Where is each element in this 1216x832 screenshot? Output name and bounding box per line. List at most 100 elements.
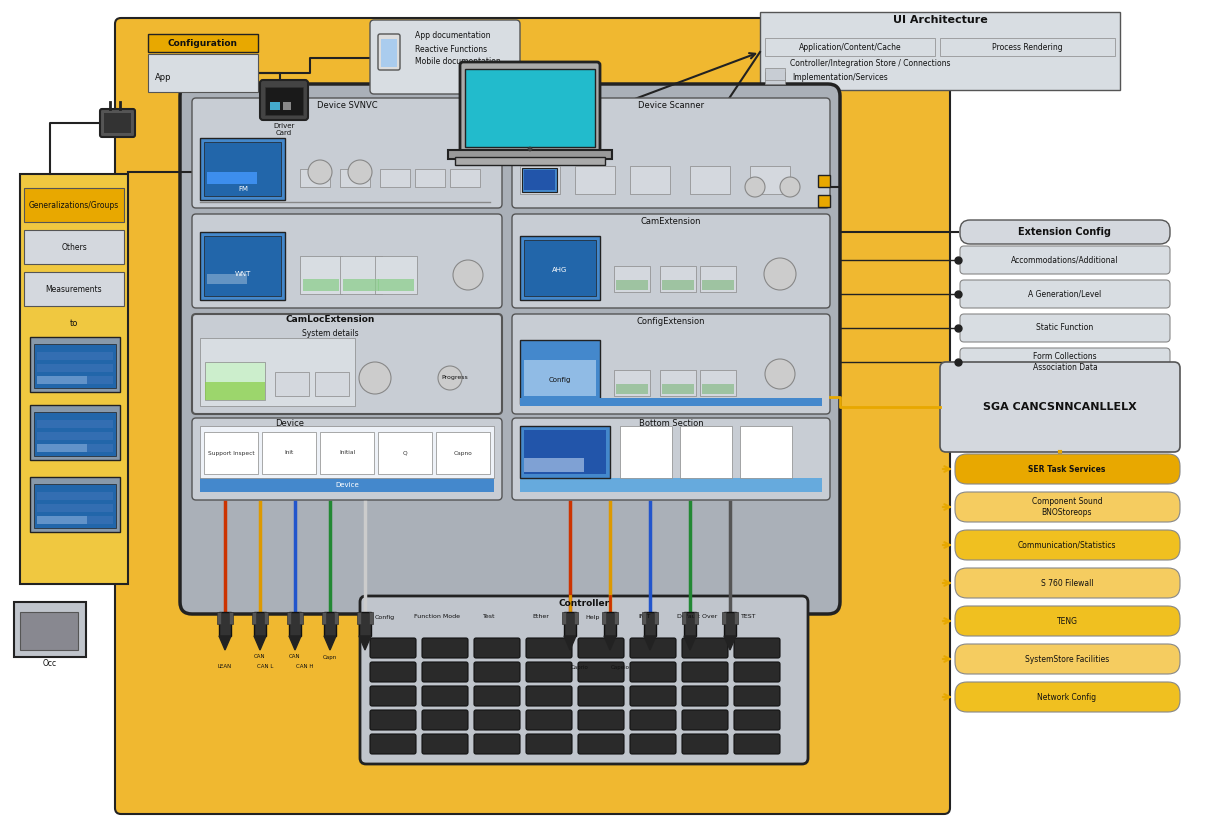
Bar	[760, 12, 1120, 90]
Text: SER Task Services: SER Task Services	[1029, 464, 1105, 473]
Bar	[368, 612, 373, 624]
Bar	[275, 372, 309, 396]
Bar	[614, 370, 651, 396]
Bar	[450, 169, 480, 187]
FancyBboxPatch shape	[682, 710, 728, 730]
Text: CAN: CAN	[254, 655, 266, 660]
Text: Occ: Occ	[43, 660, 57, 668]
Text: Reactive Functions: Reactive Functions	[415, 44, 488, 53]
FancyBboxPatch shape	[959, 246, 1170, 274]
Bar	[219, 612, 231, 636]
Bar	[36, 516, 88, 524]
Bar	[644, 612, 655, 636]
Bar	[602, 612, 606, 624]
Bar	[734, 612, 738, 624]
FancyBboxPatch shape	[682, 662, 728, 682]
Bar	[216, 612, 221, 624]
Circle shape	[359, 362, 392, 394]
Bar	[724, 612, 736, 636]
Text: Accommodations/Additional: Accommodations/Additional	[1012, 255, 1119, 265]
Polygon shape	[219, 636, 231, 650]
Text: System details: System details	[302, 329, 359, 338]
Polygon shape	[604, 636, 617, 650]
Bar	[447, 150, 612, 159]
FancyBboxPatch shape	[940, 362, 1180, 452]
FancyBboxPatch shape	[578, 710, 624, 730]
Bar	[315, 372, 349, 396]
Bar	[381, 39, 396, 67]
FancyBboxPatch shape	[512, 98, 831, 208]
Bar	[270, 102, 280, 110]
Bar	[207, 274, 247, 284]
FancyBboxPatch shape	[192, 98, 502, 208]
FancyBboxPatch shape	[682, 734, 728, 754]
Bar	[323, 612, 336, 636]
Bar	[524, 360, 596, 396]
Text: Test: Test	[483, 615, 495, 620]
Bar	[520, 340, 599, 404]
Bar	[520, 426, 610, 478]
FancyBboxPatch shape	[474, 686, 520, 706]
FancyBboxPatch shape	[578, 662, 624, 682]
Bar	[204, 236, 281, 296]
Bar	[654, 612, 658, 624]
Text: LEAN: LEAN	[218, 665, 232, 670]
FancyBboxPatch shape	[422, 662, 468, 682]
Text: Bottom Section: Bottom Section	[638, 419, 703, 428]
Bar	[300, 256, 342, 294]
FancyBboxPatch shape	[460, 62, 599, 152]
Bar	[36, 444, 88, 452]
Text: CamLocExtension: CamLocExtension	[286, 315, 375, 324]
Bar	[818, 195, 831, 207]
Bar	[702, 280, 734, 290]
Bar	[36, 364, 113, 372]
Bar	[722, 612, 726, 624]
FancyBboxPatch shape	[370, 734, 416, 754]
Text: Controller/Integration Store / Connections: Controller/Integration Store / Connectio…	[789, 60, 950, 68]
Bar	[524, 240, 596, 296]
Bar	[148, 34, 258, 52]
Text: Function Mode: Function Mode	[413, 615, 460, 620]
Text: Implementation/Services: Implementation/Services	[792, 72, 888, 82]
Text: Ether: Ether	[533, 615, 550, 620]
Text: Driver: Driver	[274, 123, 294, 129]
Bar	[283, 102, 291, 110]
FancyBboxPatch shape	[422, 686, 468, 706]
Text: Extension Config: Extension Config	[1019, 227, 1111, 237]
FancyBboxPatch shape	[578, 734, 624, 754]
Polygon shape	[564, 636, 576, 650]
FancyBboxPatch shape	[955, 644, 1180, 674]
Bar	[340, 169, 370, 187]
FancyBboxPatch shape	[422, 734, 468, 754]
FancyBboxPatch shape	[734, 734, 779, 754]
Bar	[199, 232, 285, 300]
Text: S 760 Filewall: S 760 Filewall	[1041, 578, 1093, 587]
Bar	[204, 142, 281, 196]
Text: Communication/Statistics: Communication/Statistics	[1018, 541, 1116, 549]
Text: Init: Init	[285, 450, 293, 455]
Bar	[741, 426, 792, 478]
FancyBboxPatch shape	[474, 638, 520, 658]
Polygon shape	[323, 636, 336, 650]
Polygon shape	[683, 636, 696, 650]
FancyBboxPatch shape	[192, 418, 502, 500]
Bar	[524, 458, 584, 472]
Bar	[36, 420, 113, 428]
Bar	[818, 175, 831, 187]
FancyBboxPatch shape	[370, 20, 520, 94]
Text: Help: Help	[586, 615, 601, 620]
FancyBboxPatch shape	[630, 662, 676, 682]
Bar	[148, 54, 258, 92]
Bar	[206, 362, 265, 400]
Text: CamExtension: CamExtension	[641, 216, 702, 225]
Bar	[199, 338, 355, 406]
Text: to: to	[69, 319, 78, 329]
Bar	[700, 370, 736, 396]
FancyBboxPatch shape	[527, 710, 572, 730]
Text: TEST: TEST	[742, 615, 756, 620]
Bar	[206, 382, 265, 400]
FancyBboxPatch shape	[578, 638, 624, 658]
Text: Support Inspect: Support Inspect	[208, 450, 254, 455]
Bar	[36, 516, 113, 524]
Bar	[358, 612, 361, 624]
